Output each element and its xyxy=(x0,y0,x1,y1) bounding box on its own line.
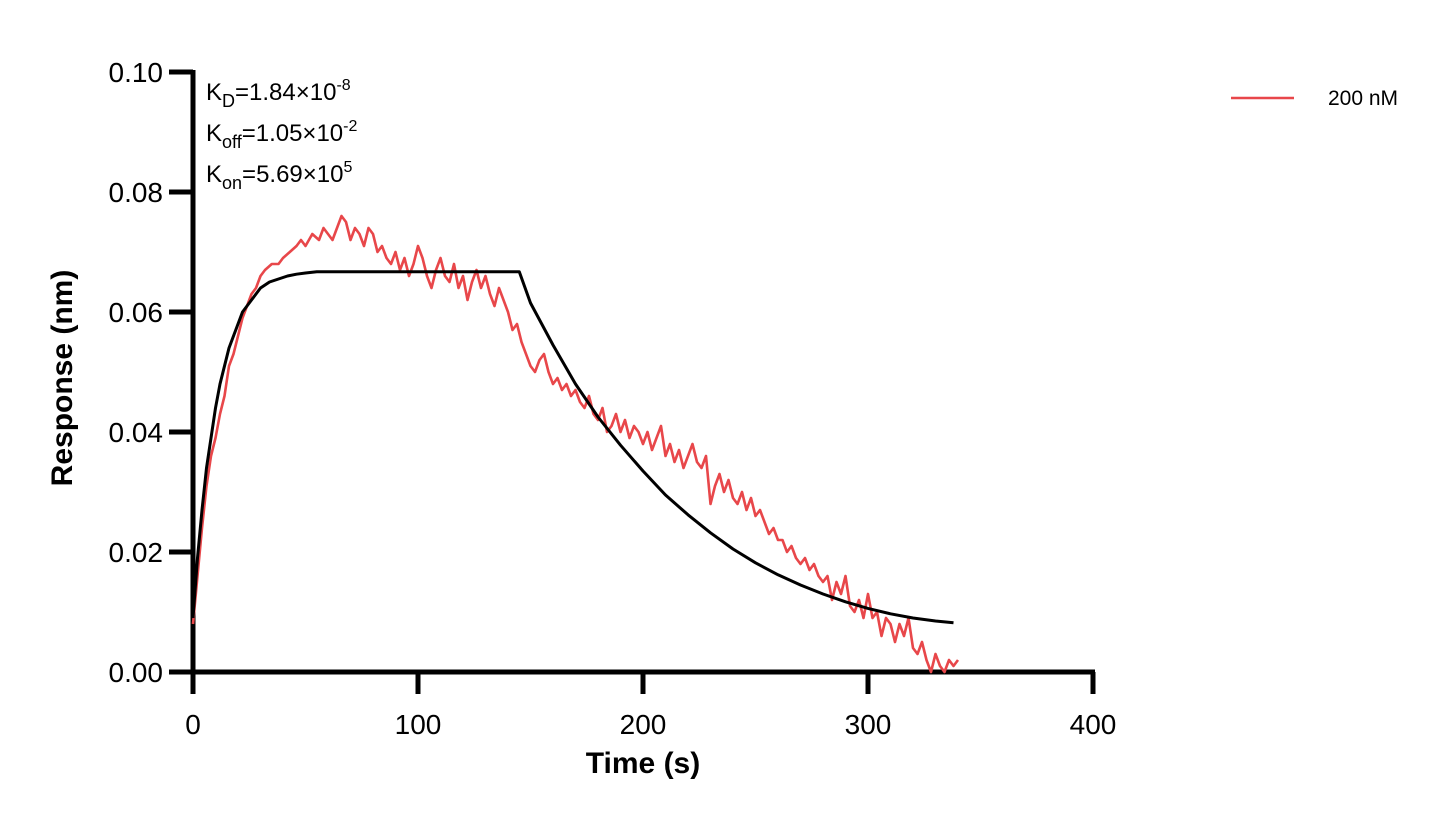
kinetic-constant-label: Koff=1.05×10-2 xyxy=(206,118,357,152)
y-tick-label: 0.04 xyxy=(109,417,164,448)
x-tick-label: 0 xyxy=(185,709,201,740)
x-tick-label: 200 xyxy=(620,709,667,740)
y-tick-label: 0.10 xyxy=(109,57,164,88)
x-tick-label: 400 xyxy=(1070,709,1117,740)
kinetic-constant-label: KD=1.84×10-8 xyxy=(206,77,351,111)
x-axis-title: Time (s) xyxy=(586,747,700,780)
x-tick-label: 100 xyxy=(395,709,442,740)
kinetics-annotations: KD=1.84×10-8 Koff=1.05×10-2 Kon=5.69×105 xyxy=(206,77,357,193)
y-tick-label: 0.06 xyxy=(109,297,164,328)
y-tick-label: 0.08 xyxy=(109,177,164,208)
legend: 200 nM xyxy=(1231,87,1398,110)
x-tick-label: 300 xyxy=(845,709,892,740)
y-axis-title: Response (nm) xyxy=(46,270,79,487)
y-tick-label: 0.00 xyxy=(109,657,164,688)
legend-label-200-nm: 200 nM xyxy=(1328,87,1398,110)
fit-curve-line xyxy=(191,270,954,625)
y-tick-label: 0.02 xyxy=(109,537,164,568)
axes: 0.00 0.02 0.04 0.06 0.08 0.10 0 100 200 300 400 xyxy=(109,57,1117,740)
series-line-200-nm xyxy=(191,214,960,674)
series-layer xyxy=(191,214,960,674)
kinetic-constant-label: Kon=5.69×105 xyxy=(206,159,352,193)
